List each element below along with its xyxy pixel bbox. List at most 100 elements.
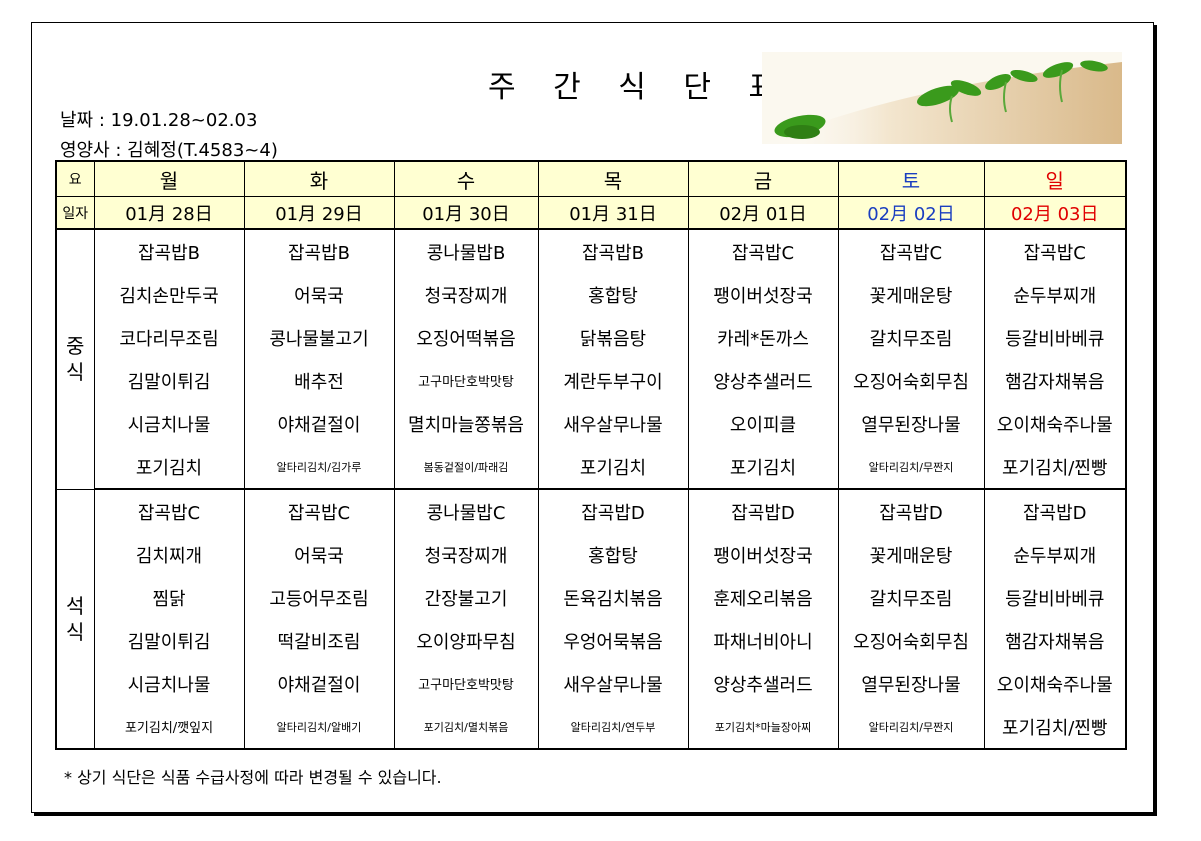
menu-item-wed: 봄동겉절이/파래김	[393, 445, 539, 490]
menu-item-wed: 콩나물밥C	[393, 489, 539, 533]
menu-item-mon: 포기김치	[93, 445, 245, 490]
menu-item-fri: 포기김치	[687, 445, 839, 490]
date-thu: 01月 31日	[537, 196, 689, 230]
menu-item-thu: 우엉어묵볶음	[537, 619, 689, 662]
menu-item-wed: 청국장찌개	[393, 533, 539, 576]
menu-item-fri: 팽이버섯장국	[687, 273, 839, 316]
menu-item-mon: 김치찌개	[93, 533, 245, 576]
menu-row: 코다리무조림 콩나물불고기 오징어떡볶음 닭볶음탕 카레*돈까스 갈치무조림 등갈비바베큐	[56, 316, 1127, 359]
menu-item-sun: 포기김치/찐빵	[983, 445, 1127, 490]
menu-row: 김말이튀김 배추전 고구마단호박맛탕 계란두부구이 양상추샐러드 오징어숙회무침 햄감자채볶…	[56, 359, 1127, 402]
date-mon: 01月 28日	[93, 196, 245, 230]
menu-item-fri: 양상추샐러드	[687, 662, 839, 705]
menu-item-mon: 김말이튀김	[93, 619, 245, 662]
day-fri: 금	[687, 160, 839, 197]
menu-row: 석 식 잡곡밥C 잡곡밥C 콩나물밥C 잡곡밥D 잡곡밥D 잡곡밥D 잡곡밥D	[55, 488, 1127, 750]
date-wed: 01月 30日	[393, 196, 539, 230]
menu-item-fri: 포기김치*마늘장아찌	[687, 705, 839, 750]
menu-item-tue: 콩나물불고기	[243, 316, 395, 359]
menu-item-fri: 훈제오리볶음	[687, 576, 839, 619]
menu-item-thu: 잡곡밥B	[537, 229, 689, 273]
footnote: * 상기 식단은 식품 수급사정에 따라 변경될 수 있습니다.	[64, 768, 442, 787]
menu-item-sat: 열무된장나물	[837, 662, 985, 705]
menu-item-thu: 돈육김치볶음	[537, 576, 689, 619]
menu-item-mon: 포기김치/깻잎지	[93, 705, 245, 750]
date-fri: 02月 01日	[687, 196, 839, 230]
menu-item-fri: 팽이버섯장국	[687, 533, 839, 576]
menu-item-sun: 햄감자채볶음	[983, 359, 1127, 402]
menu-item-wed: 콩나물밥B	[393, 229, 539, 273]
date-header-row: 일자 01月 28日 01月 29日 01月 30日 01月 31日 02月 0…	[55, 196, 1127, 230]
menu-row: 포기김치 알타리김치/김가루 봄동겉절이/파래김 포기김치 포기김치 알타리김치/무짠지 포…	[56, 445, 1127, 490]
menu-item-sun: 등갈비바베큐	[983, 316, 1127, 359]
menu-item-mon: 시금치나물	[93, 662, 245, 705]
menu-item-thu: 알타리김치/연두부	[537, 705, 689, 750]
menu-item-sun: 오이채숙주나물	[983, 662, 1127, 705]
menu-row: 김치찌개 어묵국 청국장찌개 홍합탕 팽이버섯장국 꽃게매운탕 순두부찌개	[56, 533, 1127, 576]
menu-item-thu: 계란두부구이	[537, 359, 689, 402]
menu-row: 김치손만두국 어묵국 청국장찌개 홍합탕 팽이버섯장국 꽃게매운탕 순두부찌개	[56, 273, 1127, 316]
menu-item-tue: 야채겉절이	[243, 662, 395, 705]
menu-item-fri: 오이피클	[687, 402, 839, 445]
menu-item-sun: 잡곡밥D	[983, 489, 1127, 533]
menu-item-thu: 홍합탕	[537, 273, 689, 316]
menu-row: 김말이튀김 떡갈비조림 오이양파무침 우엉어묵볶음 파채너비아니 오징어숙회무침 햄감자채볶…	[56, 619, 1127, 662]
menu-item-thu: 닭볶음탕	[537, 316, 689, 359]
meal-rows: 중 식 잡곡밥B 잡곡밥B 콩나물밥B 잡곡밥B 잡곡밥C 잡곡밥C 잡곡밥C 김치손만두국 어묵…	[55, 228, 1127, 750]
menu-item-tue: 떡갈비조림	[243, 619, 395, 662]
menu-item-mon: 코다리무조림	[93, 316, 245, 359]
menu-item-sun: 포기김치/찐빵	[983, 705, 1127, 750]
menu-item-sat: 오징어숙회무침	[837, 619, 985, 662]
menu-row: 시금치나물 야채겉절이 멸치마늘쫑볶음 새우살무나물 오이피클 열무된장나물 오이채숙주나물	[56, 402, 1127, 445]
date-sat: 02月 02日	[837, 196, 985, 230]
day-sat: 토	[837, 160, 985, 197]
date-sun: 02月 03日	[983, 196, 1127, 230]
menu-item-wed: 멸치마늘쫑볶음	[393, 402, 539, 445]
menu-row: 시금치나물 야채겉절이 고구마단호박맛탕 새우살무나물 양상추샐러드 열무된장나물 오이채숙…	[56, 662, 1127, 705]
menu-item-fri: 파채너비아니	[687, 619, 839, 662]
menu-row: 찜닭 고등어무조림 간장불고기 돈육김치볶음 훈제오리볶음 갈치무조림 등갈비바베큐	[56, 576, 1127, 619]
menu-item-sun: 오이채숙주나물	[983, 402, 1127, 445]
day-label: 요	[55, 160, 95, 197]
menu-item-fri: 양상추샐러드	[687, 359, 839, 402]
menu-item-thu: 포기김치	[537, 445, 689, 490]
menu-item-fri: 카레*돈까스	[687, 316, 839, 359]
day-tue: 화	[243, 160, 395, 197]
menu-item-sat: 잡곡밥C	[837, 229, 985, 273]
day-mon: 월	[93, 160, 245, 197]
menu-row: 중 식 잡곡밥B 잡곡밥B 콩나물밥B 잡곡밥B 잡곡밥C 잡곡밥C 잡곡밥C	[55, 228, 1127, 490]
menu-item-thu: 새우살무나물	[537, 662, 689, 705]
menu-item-tue: 알타리김치/알배기	[243, 705, 395, 750]
date-tue: 01月 29日	[243, 196, 395, 230]
date-label: 일자	[55, 196, 95, 230]
menu-item-fri: 잡곡밥D	[687, 489, 839, 533]
menu-item-tue: 알타리김치/김가루	[243, 445, 395, 490]
menu-item-tue: 어묵국	[243, 273, 395, 316]
menu-item-sat: 오징어숙회무침	[837, 359, 985, 402]
menu-item-wed: 오이양파무침	[393, 619, 539, 662]
menu-item-tue: 고등어무조림	[243, 576, 395, 619]
menu-item-tue: 잡곡밥B	[243, 229, 395, 273]
menu-item-tue: 배추전	[243, 359, 395, 402]
page-title: 주 간 식 단 표	[488, 70, 791, 105]
menu-item-sun: 순두부찌개	[983, 273, 1127, 316]
dinner-label: 석 식	[55, 488, 95, 750]
menu-item-tue: 야채겉절이	[243, 402, 395, 445]
menu-row: 포기김치/깻잎지 알타리김치/알배기 포기김치/멸치볶음 알타리김치/연두부 포기김치*…	[56, 705, 1127, 750]
menu-item-wed: 고구마단호박맛탕	[393, 662, 539, 705]
menu-item-wed: 청국장찌개	[393, 273, 539, 316]
menu-item-sat: 갈치무조림	[837, 316, 985, 359]
menu-item-sat: 잡곡밥D	[837, 489, 985, 533]
sprout-illustration	[762, 52, 1122, 144]
menu-item-sat: 갈치무조림	[837, 576, 985, 619]
menu-item-tue: 어묵국	[243, 533, 395, 576]
day-thu: 목	[537, 160, 689, 197]
date-range: 날짜 : 19.01.28~02.03	[60, 110, 258, 131]
menu-item-fri: 잡곡밥C	[687, 229, 839, 273]
day-sun: 일	[983, 160, 1127, 197]
dietitian-info: 영양사 : 김혜정(T.4583~4)	[60, 140, 278, 161]
menu-item-sun: 햄감자채볶음	[983, 619, 1127, 662]
weekly-menu-table: 요 월 화 수 목 금 토 일 일자 01月 28日 01月 29日 01月 3…	[55, 160, 1127, 750]
menu-item-sat: 꽃게매운탕	[837, 533, 985, 576]
menu-item-sun: 순두부찌개	[983, 533, 1127, 576]
